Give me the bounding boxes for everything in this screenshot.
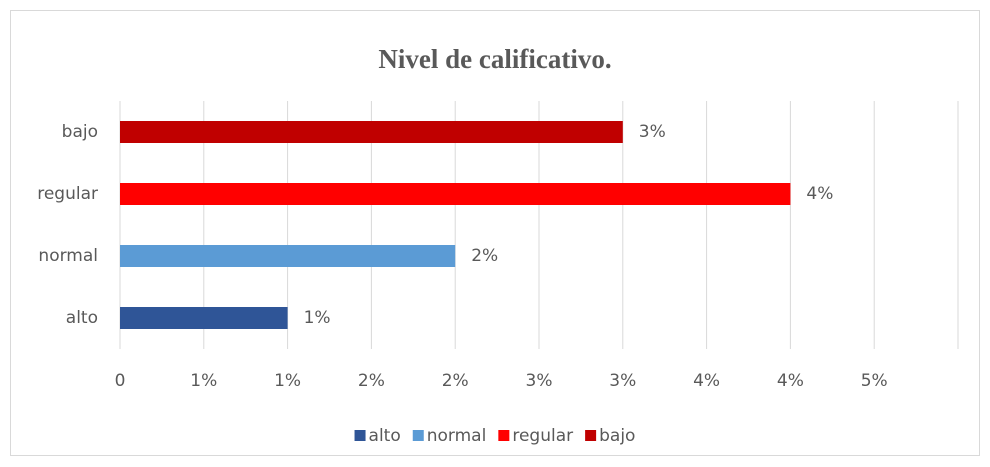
y-tick-label: regular [37,184,98,204]
y-tick-label: alto [66,308,98,328]
y-tick-label: bajo [62,122,98,142]
legend-swatch [498,430,510,441]
legend-swatch [354,430,366,441]
x-tick-label: 2% [358,371,385,391]
x-tick-label: 3% [609,371,636,391]
legend-swatch [585,430,597,441]
x-tick-label: 5% [861,371,888,391]
bar [120,307,288,329]
bar [120,245,456,267]
legend-label: bajo [599,426,635,446]
x-tick-label: 3% [526,371,553,391]
legend-label: alto [369,426,401,446]
y-tick-label: normal [38,246,98,266]
x-tick-label: 1% [190,371,217,391]
x-tick-label: 4% [777,371,804,391]
legend-swatch [412,430,424,441]
legend-label: normal [427,426,487,446]
chart-title: Nivel de calificativo. [378,44,611,74]
data-label: 4% [806,184,833,204]
chart-border [10,10,980,456]
bar [120,121,623,143]
x-tick-label: 2% [442,371,469,391]
x-tick-label: 0 [115,371,126,391]
data-label: 3% [639,122,666,142]
x-tick-label: 4% [693,371,720,391]
data-label: 2% [471,246,498,266]
x-tick-label: 1% [274,371,301,391]
data-label: 1% [304,308,331,328]
legend-label: regular [512,426,573,446]
bar [120,183,791,205]
